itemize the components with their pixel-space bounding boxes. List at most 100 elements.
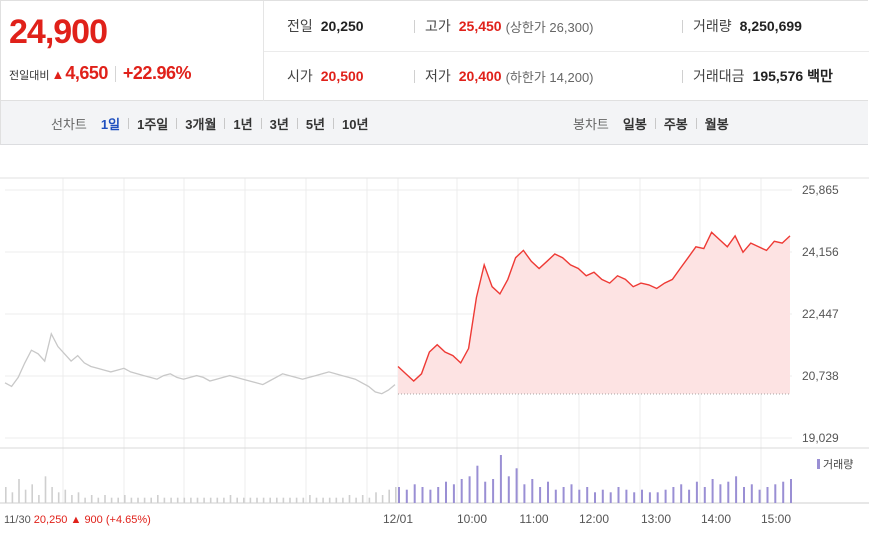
- volume-bar-today: [719, 484, 722, 503]
- volume-bar-today: [452, 484, 455, 503]
- volume-bar-today: [492, 479, 495, 503]
- volume-bar-prev: [64, 489, 67, 503]
- change-row: 전일대비 ▲ 4,650 +22.96%: [9, 63, 191, 84]
- volume-bar-today: [633, 492, 636, 503]
- tab-1-year[interactable]: 1년: [233, 116, 253, 132]
- tab-divider: [695, 117, 697, 129]
- volume-bar-today: [468, 476, 471, 503]
- tab-divider: [128, 117, 130, 129]
- stats-row-1: 전일 20,250 고가 25,450 (상한가 26,300) 거래량 8,2…: [264, 1, 869, 52]
- time-axis-label: 12/01: [383, 512, 413, 526]
- up-triangle-icon: ▲: [51, 67, 65, 82]
- price-tick-label: 22,447: [802, 307, 839, 321]
- stat-value: 25,450: [458, 18, 502, 34]
- volume-bar-today: [743, 487, 745, 503]
- stat-value: 20,400: [458, 68, 502, 84]
- volume-bar-prev: [90, 495, 93, 503]
- volume-bar-today: [445, 481, 447, 503]
- change-divider: [114, 65, 116, 82]
- volume-bar-prev: [375, 492, 377, 503]
- tab-divider: [224, 117, 226, 129]
- volume-bar-prev: [256, 497, 258, 503]
- tab-3-month[interactable]: 3개월: [185, 116, 217, 132]
- volume-bar-prev: [18, 479, 20, 503]
- volume-bar-today: [429, 489, 432, 503]
- tab-weekly-candle[interactable]: 주봉: [663, 116, 688, 132]
- volume-bar-today: [499, 455, 502, 503]
- volume-bar-prev: [223, 497, 225, 503]
- time-axis-label: 10:00: [457, 512, 487, 526]
- stat-divider: [682, 19, 683, 33]
- volume-legend-swatch: [817, 459, 820, 469]
- volume-bar-today: [672, 487, 675, 503]
- stat-divider: [414, 69, 415, 83]
- stat-open: 시가 20,500: [287, 51, 364, 101]
- stat-label: 저가: [425, 68, 451, 84]
- tab-daily-candle[interactable]: 일봉: [622, 116, 647, 132]
- volume-bar-today: [531, 479, 534, 503]
- stat-label: 고가: [425, 18, 451, 34]
- volume-bar-prev: [388, 489, 390, 503]
- volume-bar-prev: [24, 489, 27, 503]
- volume-bar-prev: [5, 487, 7, 503]
- volume-bar-today: [641, 489, 643, 503]
- volume-bar-prev: [348, 495, 351, 503]
- tab-3-year[interactable]: 3년: [269, 116, 289, 132]
- volume-bar-today: [460, 479, 463, 503]
- volume-bar-today: [398, 487, 400, 503]
- volume-bar-today: [711, 479, 714, 503]
- candle-chart-label: 봉차트: [573, 116, 609, 132]
- volume-bar-prev: [335, 497, 338, 503]
- tab-10-year[interactable]: 10년: [342, 116, 369, 132]
- time-axis-label: 13:00: [641, 512, 671, 526]
- chart-tab-bar: 선차트 1일 1주일 3개월 1년 3년 5년 10년 봉차트 일봉 주봉 월봉: [0, 101, 868, 145]
- volume-bar-prev: [84, 497, 86, 503]
- prev-day-change-pct: (+4.65%): [106, 514, 151, 526]
- price-tick-label: 24,156: [802, 245, 839, 259]
- volume-bar-today: [735, 476, 738, 503]
- today-price-area: [398, 232, 790, 394]
- tab-5-year[interactable]: 5년: [305, 116, 326, 132]
- volume-bar-prev: [196, 497, 199, 503]
- line-chart-tabs: 선차트 1일 1주일 3개월 1년 3년 5년 10년: [51, 101, 370, 145]
- time-axis-label: 11:00: [519, 512, 548, 526]
- volume-bar-prev: [262, 497, 265, 503]
- volume-bar-today: [578, 489, 581, 503]
- volume-bar-prev: [243, 497, 245, 503]
- quote-header: 24,900 전일대비 ▲ 4,650 +22.96% 전일 20,250 고가…: [0, 0, 869, 101]
- volume-bar-prev: [229, 495, 232, 503]
- volume-bar-prev: [31, 484, 33, 503]
- volume-bar-today: [570, 484, 573, 503]
- stat-value: 20,250: [320, 18, 364, 34]
- change-label: 전일대비: [9, 70, 50, 82]
- volume-bar-prev: [38, 495, 40, 503]
- price-chart-svg: 25,865 24,156 22,447 20,738 19,029 거래량 12/01 10…: [0, 177, 869, 526]
- price-chart: 25,865 24,156 22,447 20,738 19,029 거래량 12/01 10…: [0, 146, 869, 545]
- volume-bar-prev: [269, 497, 271, 503]
- volume-bar-today: [539, 487, 542, 503]
- volume-bar-prev: [309, 495, 311, 503]
- volume-bar-prev: [216, 497, 219, 503]
- change-amount: 4,650: [65, 63, 108, 83]
- tab-1-day[interactable]: 1일: [100, 116, 121, 132]
- volume-bar-prev: [143, 497, 146, 503]
- volume-bar-prev: [97, 497, 100, 503]
- volume-bar-today: [547, 481, 549, 503]
- volume-legend-label: 거래량: [823, 458, 853, 471]
- lower-limit-text: (하한가 14,200): [505, 69, 594, 85]
- volume-bar-prev: [395, 487, 397, 503]
- stat-divider: [414, 19, 415, 33]
- volume-bar-today: [515, 468, 518, 503]
- volume-bar-prev: [236, 497, 238, 503]
- volume-bar-prev: [322, 497, 324, 503]
- tab-monthly-candle[interactable]: 월봉: [704, 116, 729, 132]
- tab-1-week[interactable]: 1주일: [137, 116, 169, 132]
- volume-bar-prev: [77, 492, 80, 503]
- price-tick-label: 19,029: [802, 431, 839, 445]
- volume-bar-today: [774, 484, 777, 503]
- volume-bar-prev: [368, 497, 371, 503]
- volume-bar-prev: [315, 497, 318, 503]
- stats-row-2: 시가 20,500 저가 20,400 (하한가 14,200) 거래대금 19…: [264, 51, 869, 101]
- volume-bar-prev: [289, 497, 291, 503]
- volume-bar-prev: [130, 497, 133, 503]
